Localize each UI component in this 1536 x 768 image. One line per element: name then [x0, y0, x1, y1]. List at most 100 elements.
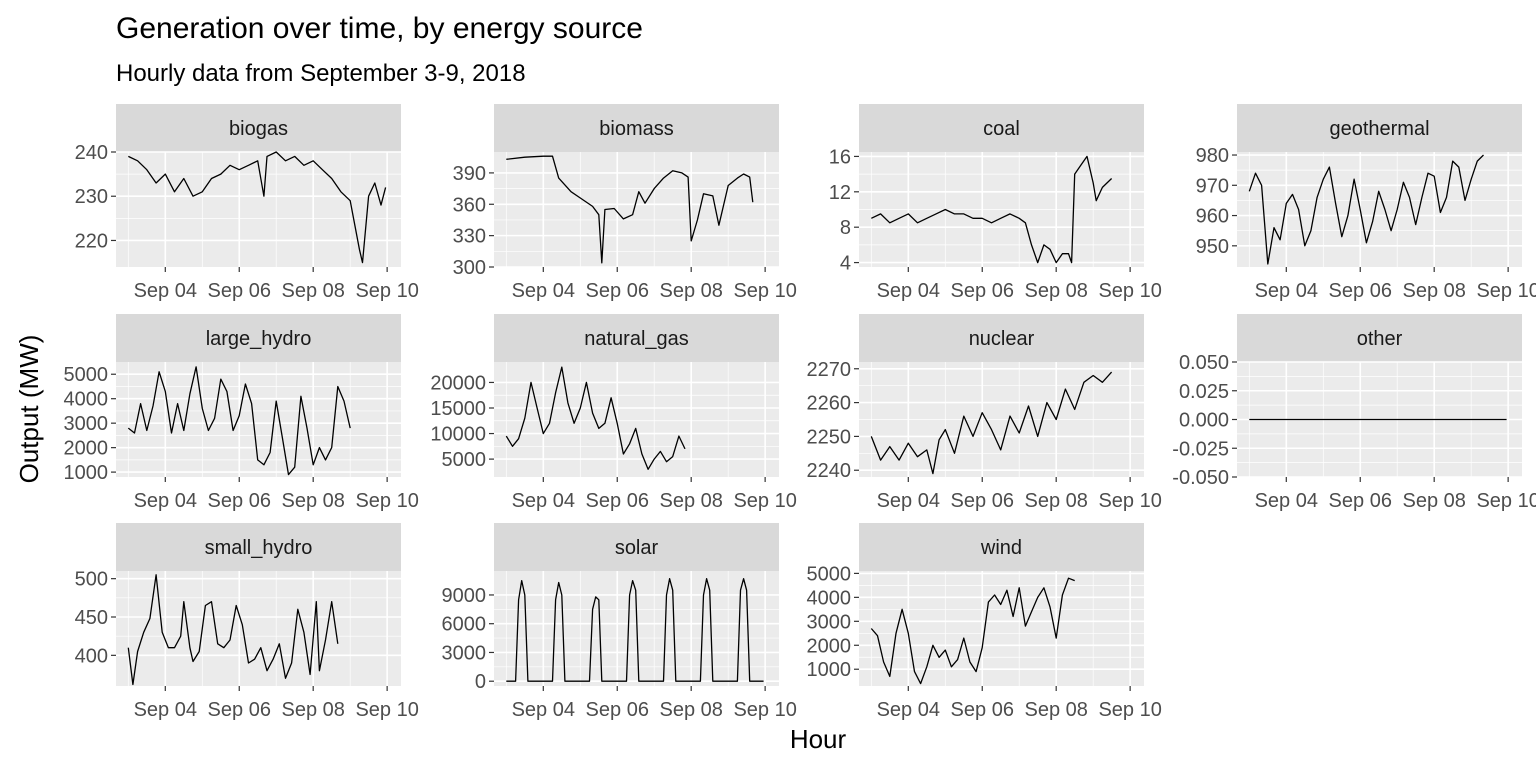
y-tick-label: 20000	[430, 372, 486, 394]
y-tick-label: 0.050	[1179, 352, 1229, 374]
y-tick-label: 16	[829, 146, 851, 168]
y-tick-label: 970	[1196, 175, 1229, 197]
facet-strip-label: biomass	[599, 118, 673, 140]
x-tick-label: Sep 10	[1476, 280, 1536, 302]
x-tick-label: Sep 04	[512, 280, 575, 302]
facet-strip-label: large_hydro	[206, 328, 312, 350]
y-tick-label: 950	[1196, 236, 1229, 258]
x-tick-label: Sep 08	[281, 699, 344, 721]
x-tick-label: Sep 04	[1255, 280, 1318, 302]
y-tick-label: 500	[75, 569, 108, 591]
panel-background	[116, 571, 401, 686]
facet-panel-biomass: biomass 300 330 360 390 Sep 04 Sep 06 Sep 08 Sep…	[453, 104, 797, 302]
x-tick-label: Sep 04	[134, 280, 197, 302]
x-tick-label: Sep 10	[355, 490, 418, 512]
y-tick-label: 230	[75, 186, 108, 208]
y-tick-label: 0	[475, 671, 486, 693]
x-tick-label: Sep 04	[877, 699, 940, 721]
y-tick-label: 1000	[807, 659, 852, 681]
x-tick-label: Sep 08	[1402, 280, 1465, 302]
y-tick-label: 5000	[442, 449, 487, 471]
facet-strip-label: solar	[615, 537, 659, 559]
x-axis-title: Hour	[790, 724, 847, 754]
facet-panel-geothermal: geothermal 950 960 970 980 Sep 04 Sep 06 Sep 08…	[1196, 104, 1536, 302]
y-tick-label: -0.050	[1172, 467, 1229, 489]
panel-background	[494, 152, 779, 267]
x-tick-label: Sep 04	[512, 490, 575, 512]
x-tick-label: Sep 08	[1024, 699, 1087, 721]
x-tick-label: Sep 08	[281, 490, 344, 512]
x-tick-label: Sep 06	[1329, 490, 1392, 512]
y-tick-label: 3000	[442, 642, 487, 664]
y-tick-label: 5000	[64, 364, 109, 386]
y-tick-label: 4000	[64, 389, 109, 411]
facet-strip-label: nuclear	[969, 328, 1035, 350]
y-tick-label: 2260	[807, 393, 852, 415]
x-tick-label: Sep 04	[512, 699, 575, 721]
x-tick-label: Sep 06	[586, 490, 649, 512]
facet-strip-label: geothermal	[1329, 118, 1429, 140]
x-tick-label: Sep 08	[281, 280, 344, 302]
y-tick-label: 2000	[64, 438, 109, 460]
facet-panel-other: other -0.050 -0.025 0.000 0.025 0.050 Sep 04 Se…	[1172, 314, 1536, 512]
y-tick-label: 3000	[807, 611, 852, 633]
y-tick-label: 12	[829, 182, 851, 204]
y-tick-label: 360	[453, 194, 486, 216]
y-tick-label: 0.025	[1179, 381, 1229, 403]
x-tick-label: Sep 04	[1255, 490, 1318, 512]
facet-strip-label: small_hydro	[205, 537, 313, 559]
x-tick-label: Sep 06	[951, 699, 1014, 721]
x-tick-label: Sep 04	[134, 699, 197, 721]
x-tick-label: Sep 04	[877, 490, 940, 512]
panel-background	[1237, 152, 1522, 267]
x-tick-label: Sep 08	[1024, 490, 1087, 512]
y-tick-label: 980	[1196, 145, 1229, 167]
x-tick-label: Sep 10	[1476, 490, 1536, 512]
y-tick-label: 8	[840, 217, 851, 239]
facet-strip-label: natural_gas	[584, 328, 689, 350]
y-tick-label: 6000	[442, 614, 487, 636]
y-tick-label: 300	[453, 257, 486, 279]
panel-background	[116, 152, 401, 267]
x-tick-label: Sep 10	[355, 699, 418, 721]
y-tick-label: 10000	[430, 424, 486, 446]
x-tick-label: Sep 10	[733, 490, 796, 512]
x-tick-label: Sep 10	[1098, 699, 1161, 721]
y-tick-label: 0.000	[1179, 410, 1229, 432]
x-tick-label: Sep 08	[659, 490, 722, 512]
facet-strip-label: other	[1357, 328, 1403, 350]
y-tick-label: 2000	[807, 635, 852, 657]
y-tick-label: 2270	[807, 359, 852, 381]
y-tick-label: -0.025	[1172, 438, 1229, 460]
x-tick-label: Sep 08	[1402, 490, 1465, 512]
facet-strip-label: wind	[980, 537, 1022, 559]
x-tick-label: Sep 08	[659, 280, 722, 302]
y-tick-label: 960	[1196, 206, 1229, 228]
facet-panel-solar: solar 0 3000 6000 9000 Sep 04 Sep 06 Sep 08 Sep …	[442, 523, 797, 721]
x-tick-label: Sep 06	[586, 699, 649, 721]
x-tick-label: Sep 04	[134, 490, 197, 512]
x-tick-label: Sep 10	[1098, 280, 1161, 302]
y-tick-label: 15000	[430, 398, 486, 420]
y-tick-label: 400	[75, 645, 108, 667]
facet-panel-natural_gas: natural_gas 5000 10000 15000 20000 Sep 04 Sep …	[430, 314, 796, 512]
facet-panel-nuclear: nuclear2240225022602270Sep 04 Sep 06 Sep 0…	[807, 314, 1162, 512]
x-tick-label: Sep 06	[1329, 280, 1392, 302]
x-tick-label: Sep 10	[1098, 490, 1161, 512]
y-tick-label: 390	[453, 163, 486, 185]
x-tick-label: Sep 08	[659, 699, 722, 721]
x-tick-label: Sep 06	[951, 280, 1014, 302]
x-tick-label: Sep 04	[877, 280, 940, 302]
y-axis-title: Output (MW)	[14, 335, 44, 484]
x-tick-label: Sep 10	[733, 699, 796, 721]
y-tick-label: 1000	[64, 462, 109, 484]
y-tick-label: 2240	[807, 460, 852, 482]
y-tick-label: 5000	[807, 563, 852, 585]
x-tick-label: Sep 06	[208, 280, 271, 302]
x-tick-label: Sep 08	[1024, 280, 1087, 302]
facet-strip-label: coal	[983, 118, 1020, 140]
y-tick-label: 4000	[807, 587, 852, 609]
